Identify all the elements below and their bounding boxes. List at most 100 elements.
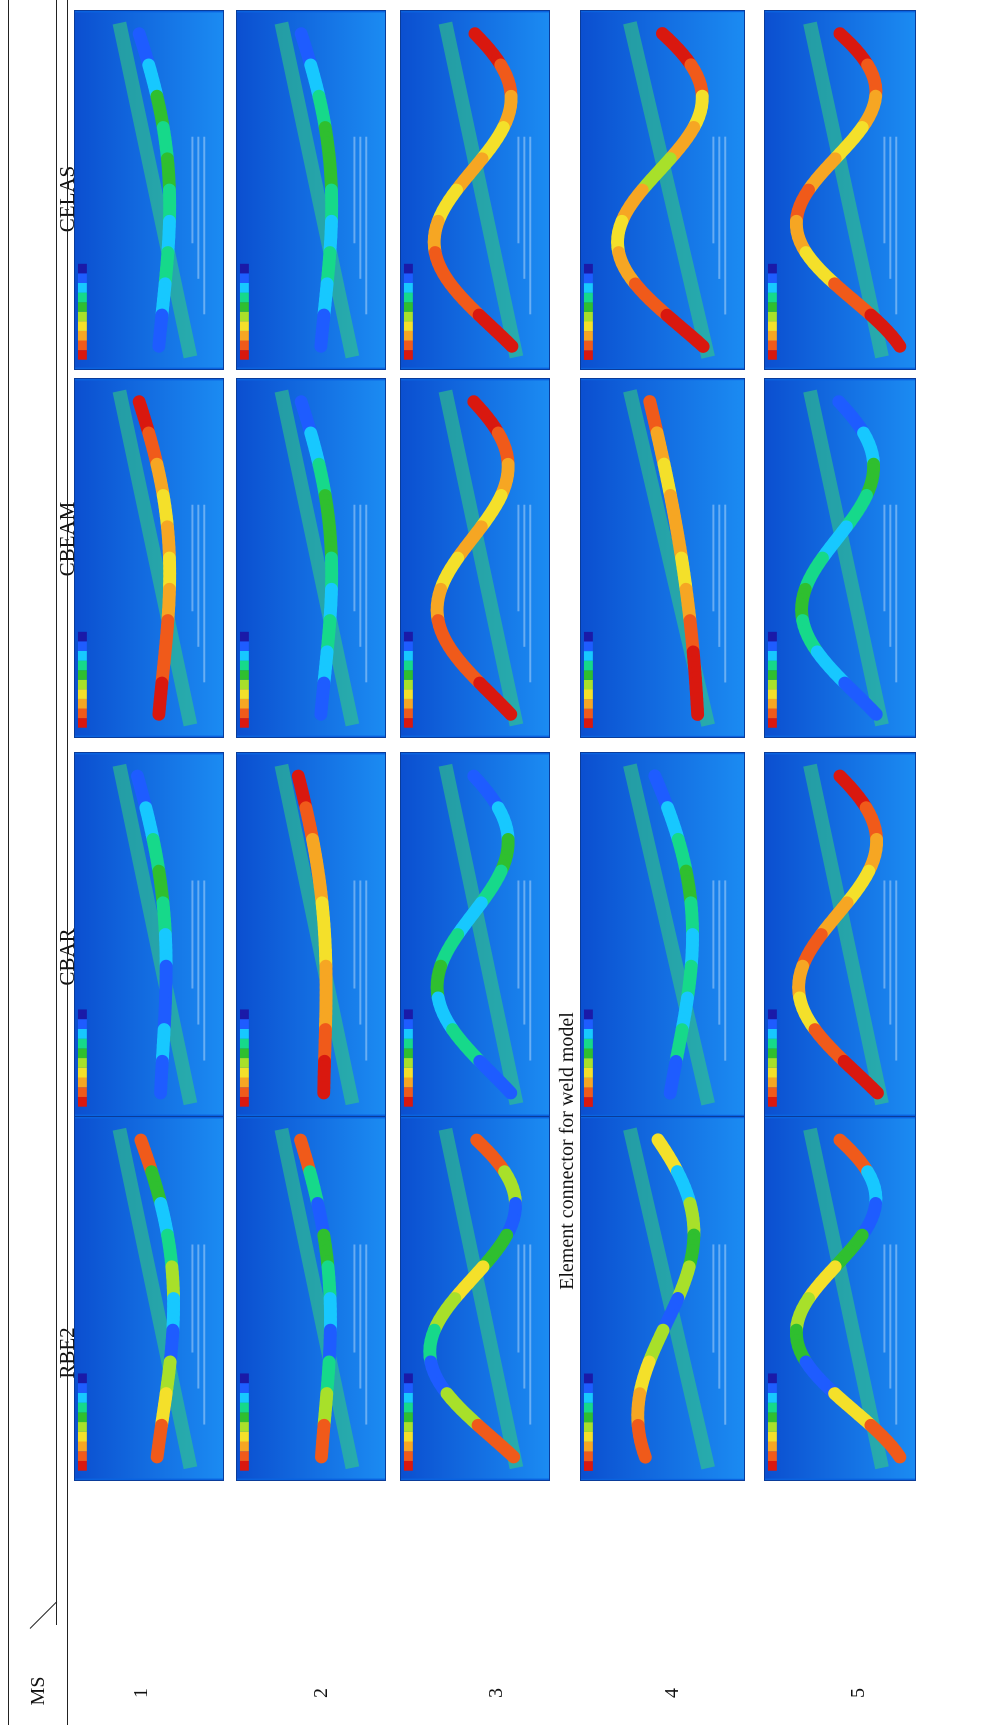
deformed-tube-segment: [889, 1445, 907, 1464]
undeformed-guide: [112, 763, 198, 1106]
legend-swatch: [583, 670, 593, 680]
undeformed-guide: [803, 389, 889, 727]
legend-swatch: [583, 1077, 593, 1088]
legend-swatch: [239, 1383, 249, 1393]
legend-swatch: [583, 1067, 593, 1078]
legend-swatch: [239, 1431, 249, 1442]
legend-swatch: [583, 1412, 593, 1423]
annotation-text-line: [197, 136, 200, 279]
legend-swatch: [77, 1077, 87, 1088]
legend-swatch: [767, 708, 777, 719]
annotation-text-line: [895, 504, 898, 683]
legend-swatch: [77, 1431, 87, 1442]
legend-swatch: [767, 340, 777, 351]
legend-swatch: [767, 1019, 777, 1029]
annotation-text-line: [724, 1244, 727, 1425]
legend-swatch: [239, 330, 249, 341]
annotation-text-line: [517, 136, 520, 244]
legend-swatch: [77, 660, 87, 671]
legend-swatch: [403, 1383, 413, 1393]
legend-swatch: [583, 1029, 593, 1039]
legend-swatch: [767, 1383, 777, 1393]
annotation-text-line: [889, 1244, 892, 1389]
legend-swatch: [583, 1422, 593, 1432]
result-plot-r2-cbeam: [236, 378, 386, 738]
legend-swatch: [767, 631, 777, 642]
legend-swatch: [239, 1048, 249, 1059]
legend-swatch: [239, 1087, 249, 1097]
legend-swatch: [77, 330, 87, 341]
legend-swatch: [239, 273, 249, 283]
legend-swatch: [403, 631, 413, 642]
row-label-4: 4: [661, 1688, 683, 1698]
legend-swatch: [77, 1392, 87, 1403]
annotation-text-line: [359, 880, 362, 1025]
legend-swatch: [403, 689, 413, 699]
legend-swatch: [77, 708, 87, 719]
legend-swatch: [767, 1028, 777, 1039]
legend-swatch: [583, 1451, 593, 1462]
contour-plot: [581, 754, 744, 1115]
legend-swatch: [767, 273, 777, 283]
annotation-text-line: [523, 1244, 526, 1389]
deformed-tube-segment: [500, 334, 519, 353]
annotation-text-line: [718, 1244, 721, 1389]
legend-swatch: [239, 1067, 249, 1078]
legend-swatch: [239, 631, 249, 642]
legend-swatch: [767, 689, 777, 699]
table-rule-header: [67, 0, 68, 1725]
contour-plot: [401, 380, 549, 736]
contour-plot: [401, 1118, 549, 1479]
annotation-text-line: [712, 504, 715, 612]
legend-swatch: [403, 1373, 413, 1384]
legend-swatch: [583, 311, 593, 322]
legend-swatch: [77, 1422, 87, 1432]
legend-swatch: [403, 1392, 413, 1403]
legend-swatch: [239, 1096, 249, 1107]
legend-swatch: [239, 689, 249, 699]
legend-swatch: [583, 263, 593, 274]
legend-swatch: [77, 679, 87, 690]
legend-swatch: [583, 1087, 593, 1098]
annotation-text-line: [883, 1244, 886, 1353]
result-plot-r2-cbar: [236, 752, 386, 1117]
legend-swatch: [77, 631, 87, 642]
undeformed-guide: [112, 1127, 198, 1470]
legend-swatch: [403, 1009, 413, 1020]
annotation-text-line: [883, 136, 886, 244]
annotation-text-line: [895, 880, 898, 1061]
legend-swatch: [239, 1019, 249, 1029]
legend-swatch: [583, 321, 593, 332]
result-plot-r5-cbeam: [764, 378, 916, 738]
legend-swatch: [583, 708, 593, 719]
legend-swatch: [239, 1373, 249, 1384]
legend-swatch: [767, 1373, 777, 1384]
undeformed-guide: [803, 21, 889, 359]
legend-swatch: [77, 311, 87, 322]
contour-plot: [75, 380, 223, 736]
ms-divider: [29, 1601, 58, 1629]
legend-swatch: [403, 282, 413, 293]
legend-swatch: [77, 1412, 87, 1423]
legend-swatch: [239, 282, 249, 293]
legend-swatch: [77, 1038, 87, 1049]
legend-swatch: [239, 1392, 249, 1403]
legend-swatch: [583, 1461, 593, 1471]
result-plot-r1-cbeam: [74, 378, 224, 738]
legend-swatch: [77, 698, 87, 709]
result-plot-r1-celas: [74, 10, 224, 370]
legend-swatch: [239, 679, 249, 690]
row-label-1: 1: [130, 1688, 152, 1698]
legend-swatch: [767, 698, 777, 709]
result-plot-r5-cbar: [764, 752, 916, 1117]
legend-swatch: [403, 273, 413, 283]
legend-swatch: [403, 321, 413, 331]
undeformed-guide: [112, 389, 198, 727]
legend-swatch: [583, 1097, 593, 1107]
legend-swatch: [583, 273, 593, 284]
legend-swatch: [583, 641, 593, 652]
legend-swatch: [403, 1058, 413, 1068]
row-label-5: 5: [847, 1688, 869, 1698]
annotation-text-line: [895, 136, 898, 315]
